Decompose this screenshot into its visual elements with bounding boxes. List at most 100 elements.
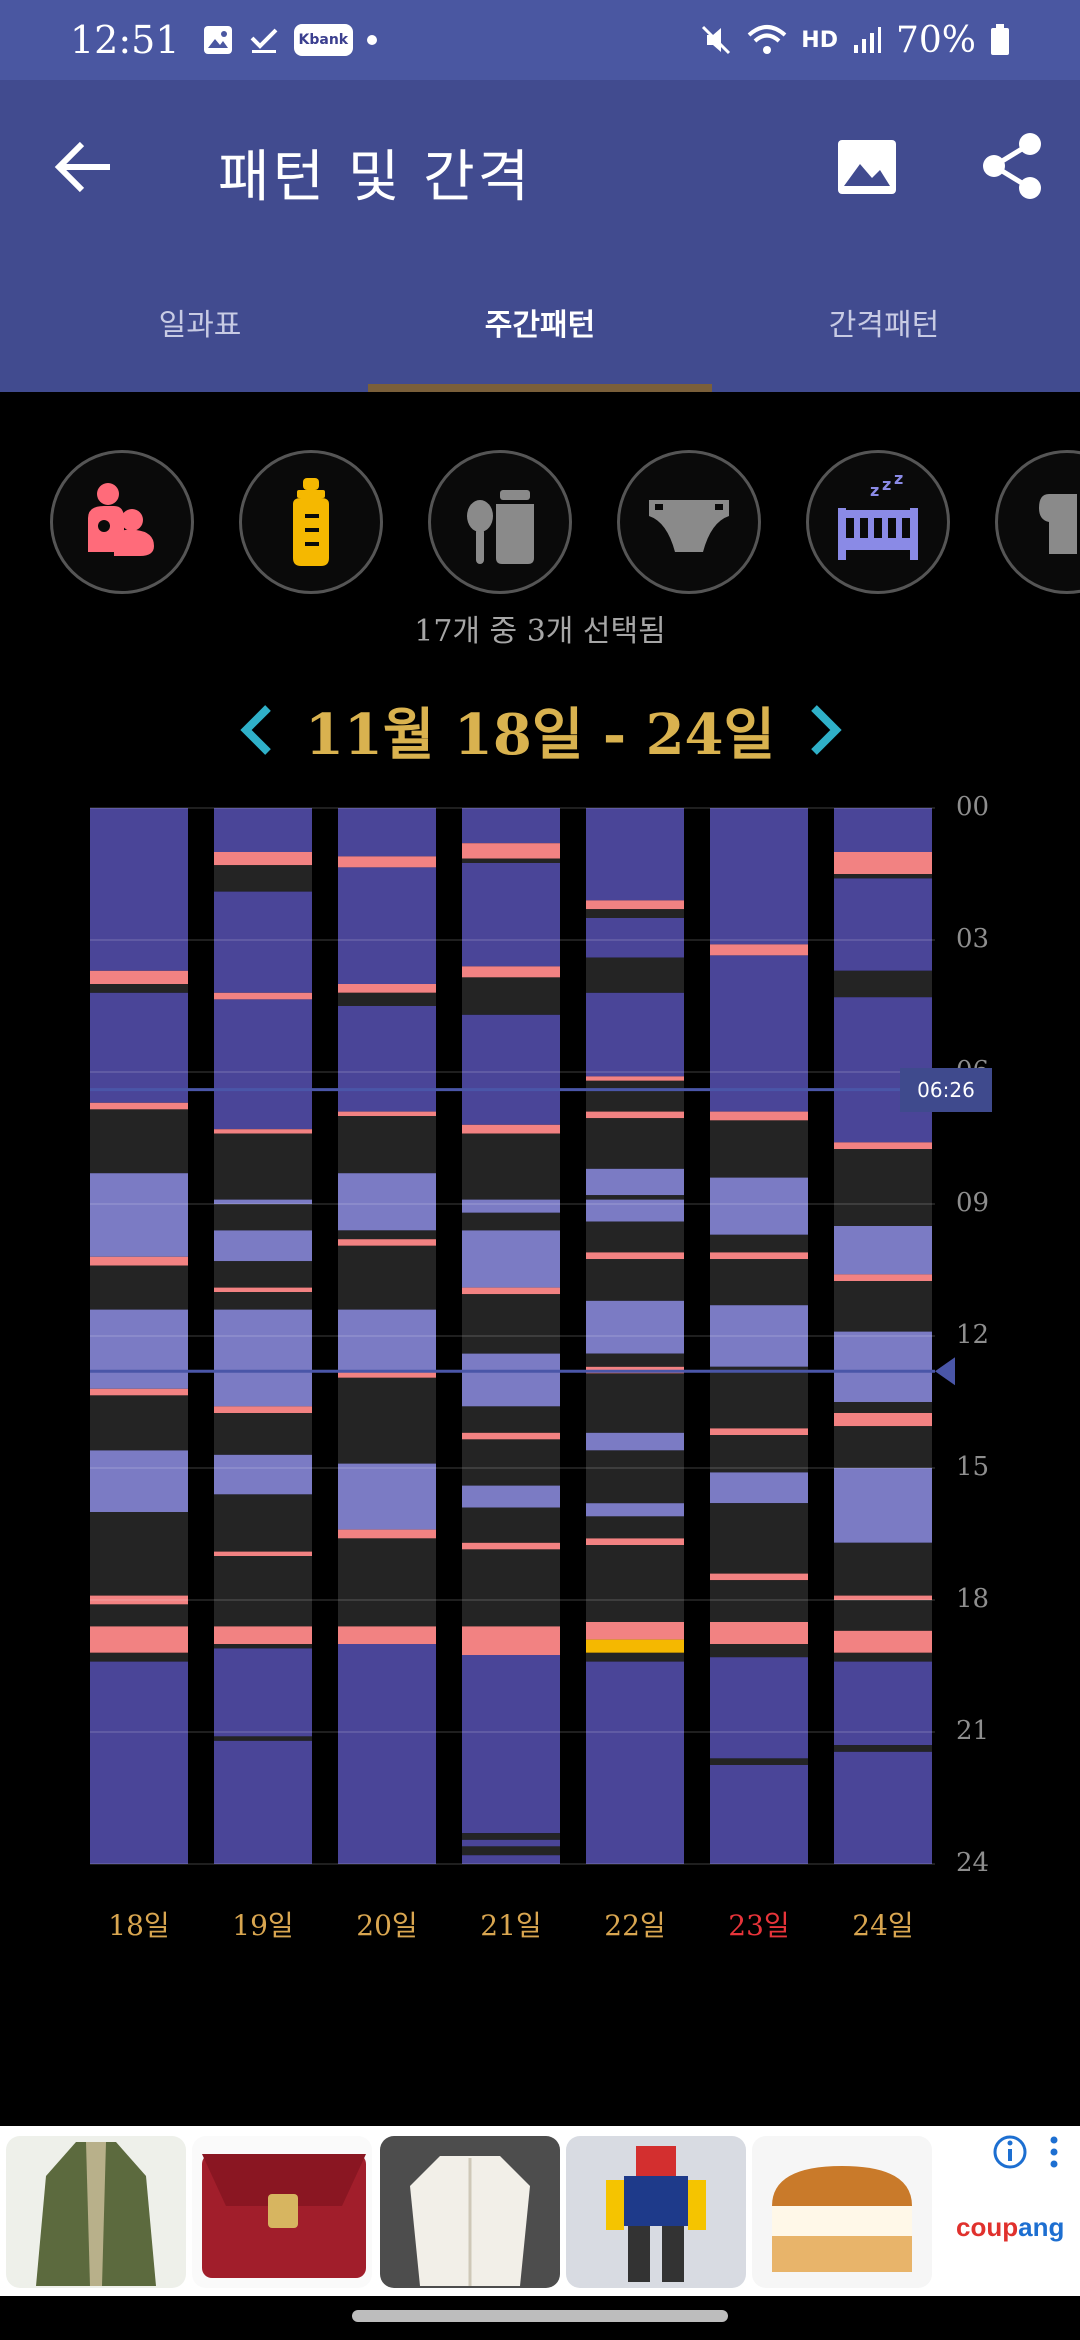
day-label: 18일 [108, 1909, 170, 1942]
pattern-block-sleep [710, 1765, 808, 1864]
pattern-block-sleep [834, 1751, 932, 1864]
pattern-block-awake [710, 1259, 808, 1306]
svg-text:z: z [894, 474, 903, 488]
pattern-block-awake [462, 1833, 560, 1840]
pattern-block-awake [214, 1494, 312, 1552]
pattern-block-nap [710, 1177, 808, 1235]
tab-weekly-pattern[interactable]: 주간패턴 [484, 308, 596, 343]
back-arrow-icon[interactable] [50, 132, 120, 202]
pattern-block-nap [834, 1468, 932, 1543]
y-tick-label: 00 [956, 792, 990, 822]
pattern-block-sleep [90, 1661, 188, 1864]
pattern-block-feed [462, 1124, 560, 1134]
pattern-block-awake [462, 977, 560, 1015]
pattern-block-feed [834, 852, 932, 874]
pattern-block-nap [586, 1199, 684, 1222]
pattern-block-awake [834, 1426, 932, 1468]
pattern-block-awake [214, 1736, 312, 1741]
ad-item-wallet[interactable] [192, 2136, 372, 2288]
ad-info-icon[interactable] [992, 2132, 1072, 2172]
pattern-block-awake [586, 957, 684, 993]
pattern-block-feed [214, 1551, 312, 1556]
pattern-block-feed [462, 1432, 560, 1440]
pattern-block-feed [710, 1573, 808, 1581]
pattern-block-sleep [214, 891, 312, 993]
pattern-block-nap [214, 1199, 312, 1204]
y-tick-label: 15 [956, 1452, 990, 1482]
ad-item-coat[interactable] [6, 2136, 186, 2288]
pattern-block-sleep [90, 992, 188, 1103]
pattern-block-feed [214, 852, 312, 866]
pattern-block-awake [586, 1545, 684, 1622]
pattern-block-awake [214, 1292, 312, 1310]
pattern-block-feed [214, 1406, 312, 1413]
pattern-block-feed [462, 1542, 560, 1550]
pattern-block-awake [710, 1503, 808, 1574]
chevron-left-icon[interactable] [232, 700, 282, 760]
home-gesture-pill[interactable] [352, 2310, 728, 2322]
ad-item-cake[interactable] [752, 2136, 932, 2288]
pattern-block-nap [90, 1450, 188, 1512]
pattern-block-awake [462, 1294, 560, 1354]
pattern-block-sleep [462, 808, 560, 844]
pattern-block-sleep [214, 1648, 312, 1737]
pattern-block-feed [834, 1595, 932, 1600]
filter-breastfeeding[interactable] [50, 450, 194, 594]
diaper-icon [649, 500, 729, 552]
pattern-block-feed [834, 1274, 932, 1281]
pattern-block-awake [90, 1395, 188, 1451]
pattern-block-awake [462, 1846, 560, 1856]
pattern-block-awake [710, 1580, 808, 1622]
pattern-block-feed [90, 970, 188, 984]
status-bar: 12:51 Kbank HD 70% [0, 0, 1080, 80]
ad-banner[interactable]: coupang [0, 2126, 1080, 2296]
filter-sleep[interactable]: z z z [806, 450, 950, 594]
tab-interval-pattern[interactable]: 간격패턴 [828, 308, 940, 343]
pattern-block-awake [834, 874, 932, 879]
pattern-block-feed [462, 843, 560, 859]
signal-icon [853, 27, 881, 53]
pattern-block-feed [90, 1256, 188, 1266]
pattern-block-sleep [586, 918, 684, 958]
pattern-block-feed [338, 1111, 436, 1116]
gallery-icon [203, 26, 232, 54]
pattern-block-nap [710, 1305, 808, 1367]
pattern-block-sleep [338, 1006, 436, 1112]
pattern-block-nap [586, 1503, 684, 1517]
pattern-block-awake [834, 1652, 932, 1662]
ad-item-jacket[interactable] [380, 2136, 560, 2288]
wallet-image [202, 2154, 366, 2278]
chevron-right-icon[interactable] [800, 700, 850, 760]
pattern-block-feed [214, 1626, 312, 1644]
share-icon[interactable] [976, 130, 1048, 202]
check-icon [250, 28, 277, 53]
y-tick-label: 12 [956, 1320, 990, 1350]
day-label: 24일 [852, 1909, 914, 1942]
ad-brand-logo: coupang [956, 2212, 1065, 2242]
pattern-block-nap [338, 1309, 436, 1372]
battery-percent: 70% [895, 19, 976, 61]
pattern-block-nap [214, 1230, 312, 1262]
filter-bottle[interactable] [239, 450, 383, 594]
pattern-block-awake [462, 1507, 560, 1543]
current-time-badge: 06:26 [900, 1067, 992, 1112]
ad-item-robot-toy[interactable] [566, 2136, 746, 2288]
pattern-block-awake [462, 1549, 560, 1627]
app-bar: 패턴 및 간격 일과표 주간패턴 간격패턴 [0, 80, 1080, 392]
pattern-block-nap [462, 1199, 560, 1213]
filter-baby-food[interactable] [428, 450, 572, 594]
pump-icon [1039, 494, 1077, 554]
filter-diaper[interactable] [617, 450, 761, 594]
pattern-block-sleep [462, 1839, 560, 1847]
pattern-block-awake [586, 1353, 684, 1367]
pattern-block-sleep [834, 878, 932, 971]
mute-icon [702, 25, 731, 55]
coat-image [36, 2142, 156, 2286]
pattern-block-awake [834, 1281, 932, 1332]
tab-daily-schedule[interactable]: 일과표 [158, 308, 242, 343]
jacket-image [410, 2156, 530, 2286]
image-icon[interactable] [832, 132, 902, 202]
pattern-block-awake [462, 1406, 560, 1433]
robot-toy-image [606, 2146, 706, 2282]
pattern-block-awake [338, 992, 436, 1006]
